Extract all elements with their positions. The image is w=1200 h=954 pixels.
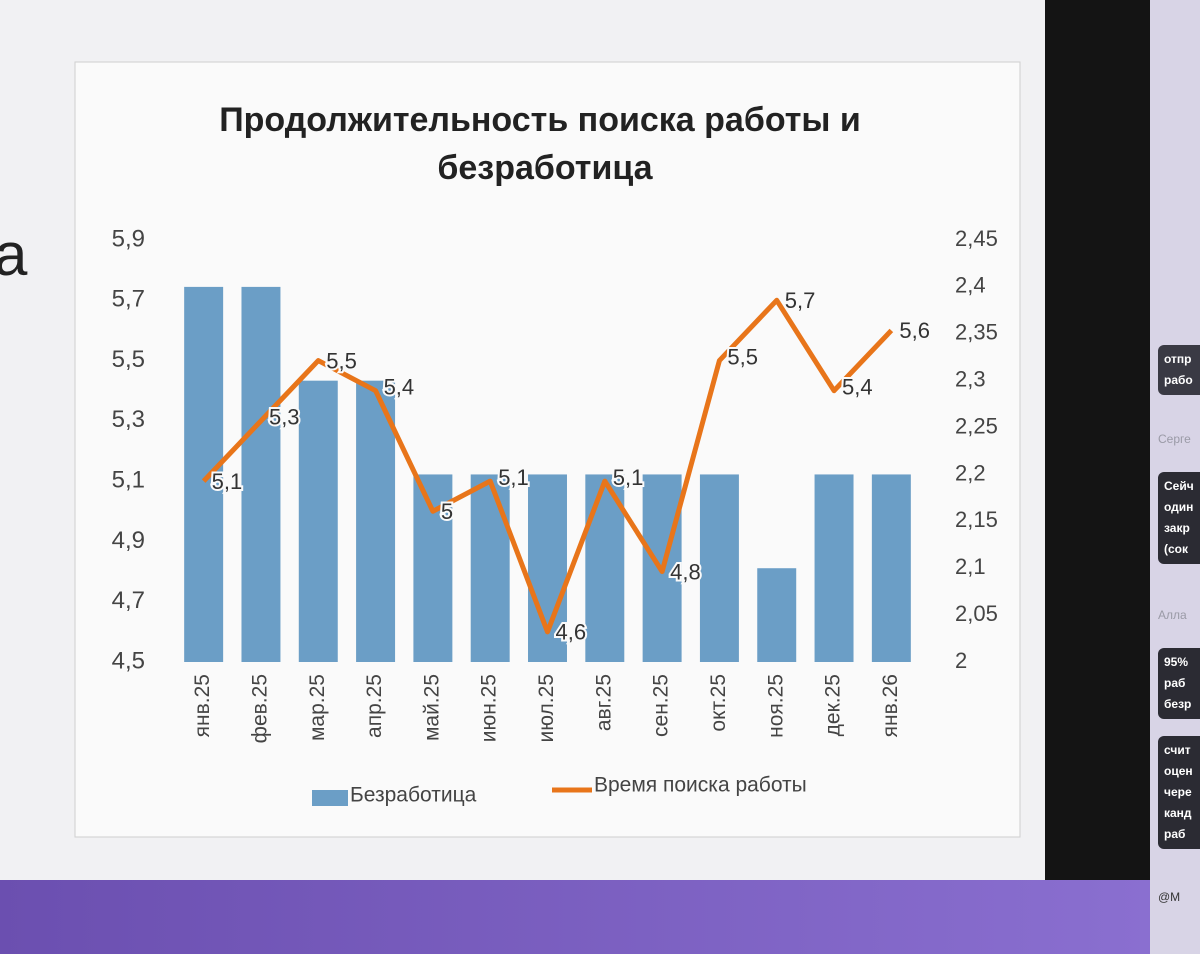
chat: отпр рабо Серге Сейч один закр (сок Алла… [1150,0,1200,954]
y-tick-label: 5,7 [112,286,145,313]
chat-message: 95% раб безр [1158,648,1200,719]
chat-line: рабо [1164,373,1193,387]
data-label: 4,6 [556,620,587,645]
y-tick-label: 5,9 [112,225,145,252]
chat-line: безр [1164,697,1192,711]
y-tick-label: 4,7 [112,587,145,614]
y-tick-label: 4,9 [112,527,145,554]
video-panel [1045,0,1150,880]
chat-author: Алла [1158,608,1187,622]
chat-line: (сок [1164,542,1189,556]
y-tick-label: 5,3 [112,406,145,433]
legend-label: Время поиска работы [594,774,807,797]
bar [184,286,224,662]
y-tick-label: 4,5 [112,647,145,674]
bar [699,474,739,662]
x-tick-label: янв.26 [879,674,902,737]
x-tick-label: сен.25 [650,674,673,737]
chat-line: раб [1164,676,1186,690]
chat-line: канд [1164,806,1192,820]
data-label: 5,3 [269,405,300,430]
slide-text: а [0,221,28,288]
chart-title: Продолжительность поиска работы и [219,101,861,139]
bar [241,286,281,662]
data-label: 5,5 [727,344,758,369]
y2-tick-label: 2,3 [955,366,986,391]
legend-label: Безработица [350,784,477,807]
y2-tick-label: 2,45 [955,226,998,251]
bar [814,474,854,662]
bar [757,568,797,662]
bar [871,474,911,662]
chat-line: раб [1164,827,1186,841]
data-label: 4,8 [670,559,701,584]
chat-author: Серге [1158,432,1191,446]
bar [356,380,396,662]
y2-tick-label: 2,2 [955,460,986,485]
data-label: 5,7 [785,288,816,313]
x-tick-label: апр.25 [363,674,386,738]
y2-tick-label: 2,05 [955,601,998,626]
x-tick-label: июл.25 [535,674,558,742]
data-label: 5,5 [326,348,357,373]
y-tick-label: 5,5 [112,346,145,373]
x-tick-label: янв.25 [191,674,214,737]
x-tick-label: май.25 [420,674,443,741]
data-label: 5,1 [613,465,644,490]
chat-message: Сейч один закр (сок [1158,472,1200,564]
data-label: 5,4 [842,375,873,400]
legend-swatch [312,790,348,806]
y2-tick-label: 2,4 [955,273,986,298]
data-label: 5,1 [498,465,529,490]
x-tick-label: окт.25 [707,674,730,732]
data-label: 5,6 [899,318,930,343]
chat-line: Сейч [1164,479,1194,493]
y-tick-label: 5,1 [112,466,145,493]
chat-line: отпр [1164,352,1192,366]
x-tick-label: дек.25 [822,674,845,736]
y2-tick-label: 2,35 [955,320,998,345]
data-label: 5,1 [212,469,243,494]
x-tick-label: июн.25 [478,674,501,742]
y2-tick-label: 2,15 [955,507,998,532]
y2-tick-label: 2 [955,648,967,673]
chart: Продолжительность поиска работы и безраб… [74,61,1021,838]
toolbar [0,880,1150,954]
data-label: 5,4 [384,375,415,400]
x-tick-label: мар.25 [306,674,329,741]
chat-message: отпр рабо [1158,345,1200,395]
line [201,297,894,635]
chat-message: счит оцен чере канд раб [1158,736,1200,849]
y2-tick-label: 2,1 [955,554,986,579]
chat-line: чере [1164,785,1192,799]
x-tick-label: авг.25 [592,674,615,731]
chat-line: счит [1164,743,1191,757]
chat-line: 95% [1164,655,1189,669]
chart-title: безработица [437,149,653,187]
bar [298,380,338,662]
chat-line: закр [1164,521,1190,535]
y2-tick-label: 2,25 [955,413,998,438]
x-tick-label: ноя.25 [764,674,787,738]
chat-input[interactable]: @M [1158,890,1181,904]
bar [470,474,510,662]
x-tick-label: фев.25 [249,674,272,743]
chat-line: один [1164,500,1194,514]
data-label: 5 [441,499,453,524]
chat-line: оцен [1164,764,1193,778]
